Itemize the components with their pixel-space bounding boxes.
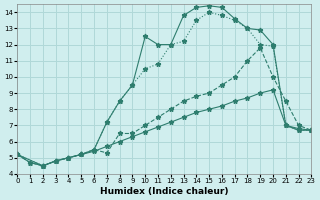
X-axis label: Humidex (Indice chaleur): Humidex (Indice chaleur) <box>100 187 228 196</box>
